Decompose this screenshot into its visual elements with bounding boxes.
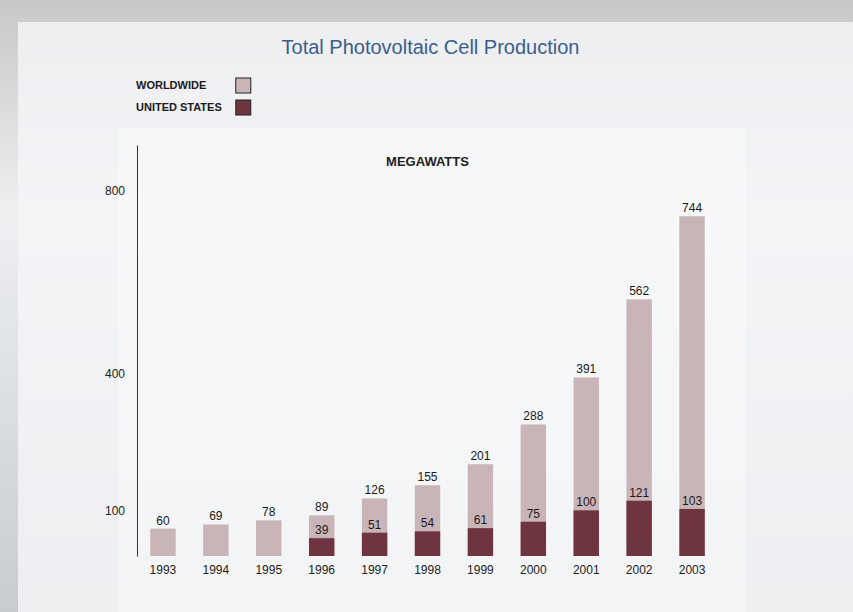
legend-label: UNITED STATES xyxy=(136,101,222,113)
y-axis-title: MEGAWATTS xyxy=(386,154,469,169)
bar xyxy=(362,498,387,556)
bar xyxy=(468,528,493,556)
x-tick-label: 1997 xyxy=(361,563,388,577)
x-tick: 1994 xyxy=(202,556,229,577)
x-tick: 2002 xyxy=(626,556,653,577)
x-tick: 2003 xyxy=(679,556,706,577)
data-label: 78 xyxy=(262,505,276,519)
y-axis: 100 400 800 xyxy=(105,146,138,557)
bar xyxy=(521,522,546,556)
x-tick: 1996 xyxy=(308,556,335,577)
data-label: 39 xyxy=(315,523,329,537)
x-tick-label: 2003 xyxy=(679,563,706,577)
x-tick-label: 2000 xyxy=(520,563,547,577)
data-label: 155 xyxy=(417,470,437,484)
bar xyxy=(309,515,334,556)
legend-swatch xyxy=(236,100,251,115)
bar xyxy=(309,538,334,556)
y-tick-label: 400 xyxy=(105,367,125,381)
background xyxy=(0,0,853,612)
legend-swatch xyxy=(236,78,251,93)
x-axis: 1993 1994 1995 1996 1997 1998 1999 2000 2001 2002… xyxy=(150,556,706,577)
x-tick: 2001 xyxy=(573,556,600,577)
x-tick-label: 1995 xyxy=(255,563,282,577)
data-label: 288 xyxy=(523,409,543,423)
y-tick: 100 xyxy=(105,504,137,518)
data-label: 744 xyxy=(682,201,702,215)
data-label: 103 xyxy=(682,494,702,508)
y-axis-line xyxy=(137,146,138,557)
x-tick: 1998 xyxy=(414,556,441,577)
x-tick: 1995 xyxy=(255,556,282,577)
data-label: 69 xyxy=(209,509,223,523)
bar xyxy=(679,216,704,556)
bar xyxy=(574,377,599,556)
bar xyxy=(415,485,440,556)
chart-svg: Total Photovoltaic Cell Production MEGAWA… xyxy=(0,0,853,612)
data-label: 391 xyxy=(576,362,596,376)
bar xyxy=(150,529,175,556)
bars xyxy=(150,216,705,556)
data-label: 75 xyxy=(527,507,541,521)
data-label: 89 xyxy=(315,500,329,514)
data-label: 126 xyxy=(365,483,385,497)
data-label: 54 xyxy=(421,516,435,530)
bar xyxy=(362,533,387,556)
bar xyxy=(626,299,651,556)
y-tick-label: 800 xyxy=(105,184,125,198)
y-tick: 800 xyxy=(105,184,137,198)
data-labels: 60 69 78 89 126 155 201 288 391 562 744 39 51 54 61 75 1… xyxy=(156,201,702,537)
bar xyxy=(574,510,599,556)
data-label: 201 xyxy=(470,449,490,463)
data-label: 100 xyxy=(576,495,596,509)
legend-label: WORLDWIDE xyxy=(136,79,206,91)
bar xyxy=(626,501,651,556)
panel xyxy=(18,22,853,612)
legend: WORLDWIDE UNITED STATES xyxy=(136,78,251,115)
x-tick: 1993 xyxy=(150,556,177,577)
x-tick-label: 1996 xyxy=(308,563,335,577)
x-tick-label: 1998 xyxy=(414,563,441,577)
x-tick-label: 1994 xyxy=(202,563,229,577)
x-tick: 2000 xyxy=(520,556,547,577)
x-tick: 1997 xyxy=(361,556,388,577)
y-tick-label: 100 xyxy=(105,504,125,518)
x-tick-label: 2002 xyxy=(626,563,653,577)
x-tick-label: 2001 xyxy=(573,563,600,577)
title: Total Photovoltaic Cell Production xyxy=(282,36,580,58)
bar xyxy=(256,520,281,556)
bar xyxy=(468,464,493,556)
y-tick: 400 xyxy=(105,367,137,381)
bar xyxy=(203,524,228,556)
plot-panel xyxy=(118,128,746,612)
x-tick: 1999 xyxy=(467,556,494,577)
x-tick-label: 1999 xyxy=(467,563,494,577)
data-label: 121 xyxy=(629,486,649,500)
data-label: 51 xyxy=(368,518,382,532)
x-tick-label: 1993 xyxy=(150,563,177,577)
bar xyxy=(415,531,440,556)
data-label: 61 xyxy=(474,513,488,527)
bar xyxy=(521,424,546,556)
data-label: 562 xyxy=(629,284,649,298)
data-label: 60 xyxy=(156,514,170,528)
bar xyxy=(679,509,704,556)
